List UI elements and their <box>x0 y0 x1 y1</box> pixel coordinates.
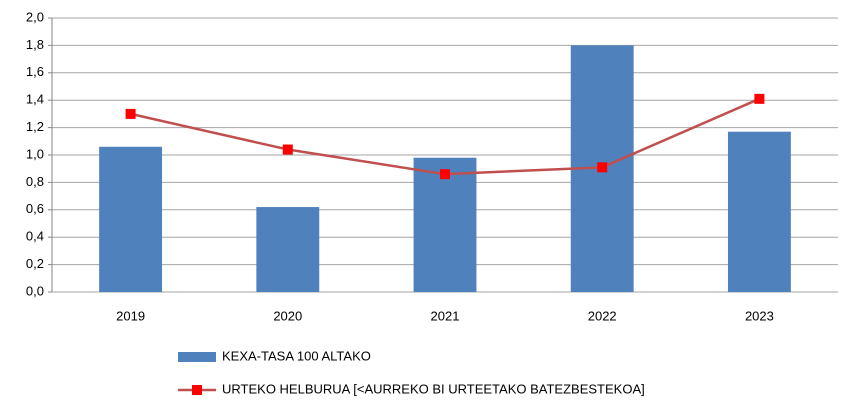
bar <box>727 131 791 292</box>
y-tick-label: 1,0 <box>26 146 44 161</box>
x-tick-label: 2021 <box>431 308 460 323</box>
marker <box>597 162 608 173</box>
y-tick-label: 1,8 <box>26 37 44 52</box>
marker <box>754 93 765 104</box>
y-tick-label: 1,4 <box>26 92 44 107</box>
bar <box>256 207 320 292</box>
y-tick-label: 0,0 <box>26 283 44 298</box>
bar <box>413 157 477 292</box>
bar <box>99 146 163 292</box>
legend-label: URTEKO HELBURUA [<AURREKO BI URTEETAKO B… <box>222 381 645 396</box>
x-tick-label: 2022 <box>588 308 617 323</box>
y-tick-label: 0,8 <box>26 174 44 189</box>
y-tick-label: 0,2 <box>26 256 44 271</box>
legend-swatch <box>178 352 216 362</box>
y-tick-label: 0,6 <box>26 201 44 216</box>
y-tick-label: 0,4 <box>26 229 44 244</box>
marker <box>125 108 136 119</box>
legend-marker <box>192 385 202 395</box>
legend-label: KEXA-TASA 100 ALTAKO <box>222 348 371 363</box>
x-tick-label: 2020 <box>273 308 302 323</box>
marker <box>440 169 450 180</box>
marker <box>282 144 293 155</box>
y-tick-label: 2,0 <box>26 9 44 24</box>
y-tick-label: 1,2 <box>26 119 44 134</box>
x-tick-label: 2019 <box>116 308 145 323</box>
y-tick-label: 1,6 <box>26 64 44 79</box>
x-tick-label: 2023 <box>745 308 774 323</box>
